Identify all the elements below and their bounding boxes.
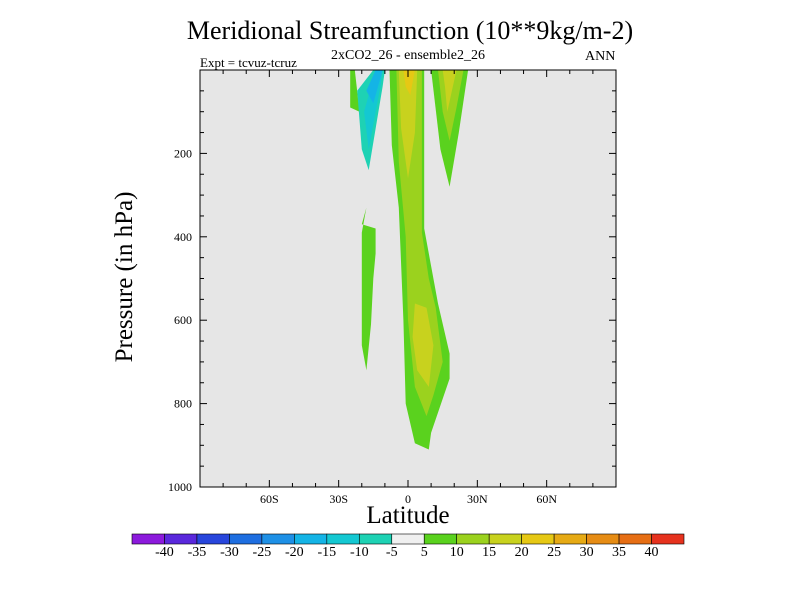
colorbar-label: -15 bbox=[317, 545, 337, 560]
colorbar-label: 40 bbox=[644, 545, 659, 560]
experiment-label: Expt = tcvuz-tcruz bbox=[200, 55, 297, 70]
colorbar-swatch bbox=[521, 533, 555, 545]
contour-region-11 bbox=[442, 70, 457, 112]
colorbar-swatch bbox=[391, 533, 425, 545]
x-axis-label: Latitude bbox=[366, 502, 450, 529]
contour-region-0 bbox=[350, 70, 360, 112]
contour-region-10 bbox=[412, 303, 434, 387]
colorbar-swatch bbox=[261, 533, 295, 545]
colorbar-label: 10 bbox=[449, 545, 464, 560]
y-tick-label: 1000 bbox=[168, 480, 192, 494]
contour-regions bbox=[350, 70, 469, 450]
x-tick-label: 60S bbox=[260, 492, 279, 506]
colorbar-swatch bbox=[423, 533, 458, 545]
colorbar-label: -30 bbox=[220, 545, 239, 560]
y-tick-label: 400 bbox=[174, 230, 192, 244]
contour-region-5 bbox=[364, 70, 383, 150]
colorbar-swatch bbox=[131, 533, 165, 545]
colorbar-swatch bbox=[229, 533, 263, 545]
colorbar-swatch bbox=[164, 533, 198, 545]
colorbar-label: -40 bbox=[155, 545, 174, 560]
colorbar-swatch bbox=[651, 533, 685, 545]
y-tick-labels: 200 400 600 800 1000 bbox=[168, 146, 192, 494]
colorbar-swatch bbox=[553, 533, 587, 545]
colorbar-swatch bbox=[488, 533, 522, 545]
colorbar-label: 20 bbox=[514, 545, 529, 560]
colorbar-label: 30 bbox=[579, 545, 594, 560]
colorbar-swatch bbox=[196, 533, 230, 545]
colorbar-label: -25 bbox=[252, 545, 272, 560]
colorbar-label: 35 bbox=[612, 545, 627, 560]
season-label: ANN bbox=[585, 49, 616, 64]
colorbar-swatch bbox=[358, 533, 393, 545]
y-tick-label: 600 bbox=[174, 313, 192, 327]
y-tick-label: 200 bbox=[174, 146, 192, 160]
x-tick-label: 0 bbox=[405, 492, 411, 506]
colorbar-label: -10 bbox=[349, 545, 369, 560]
colorbar-swatch bbox=[618, 533, 652, 545]
x-tick-labels: 60S 30S 0 30N 60N bbox=[260, 492, 557, 506]
colorbar-label: 5 bbox=[420, 545, 428, 560]
colorbar-label: 15 bbox=[482, 545, 497, 560]
colorbar bbox=[131, 533, 685, 545]
contour-region-1 bbox=[361, 207, 376, 371]
contour-region-6 bbox=[366, 70, 383, 104]
contour-region-12 bbox=[403, 70, 415, 95]
colorbar-swatch bbox=[456, 533, 490, 545]
plot-frame bbox=[199, 69, 617, 488]
y-tick-label: 800 bbox=[174, 397, 192, 411]
chart-title: Meridional Streamfunction (10**9kg/m-2) bbox=[186, 16, 634, 45]
chart-subtitle: 2xCO2_26 - ensemble2_26 bbox=[331, 48, 485, 63]
colorbar-swatch bbox=[586, 533, 620, 545]
x-tick-label: 30S bbox=[329, 492, 348, 506]
colorbar-swatch bbox=[326, 533, 360, 545]
contour-region-9 bbox=[398, 70, 418, 179]
colorbar-swatch bbox=[294, 533, 328, 545]
colorbar-label: -5 bbox=[385, 545, 398, 560]
contour-region-8 bbox=[438, 70, 464, 141]
colorbar-label: -20 bbox=[285, 545, 304, 560]
colorbar-label: -35 bbox=[187, 545, 207, 560]
x-tick-label: 30N bbox=[467, 492, 488, 506]
x-tick-label: 60N bbox=[536, 492, 557, 506]
colorbar-label: 25 bbox=[547, 545, 562, 560]
